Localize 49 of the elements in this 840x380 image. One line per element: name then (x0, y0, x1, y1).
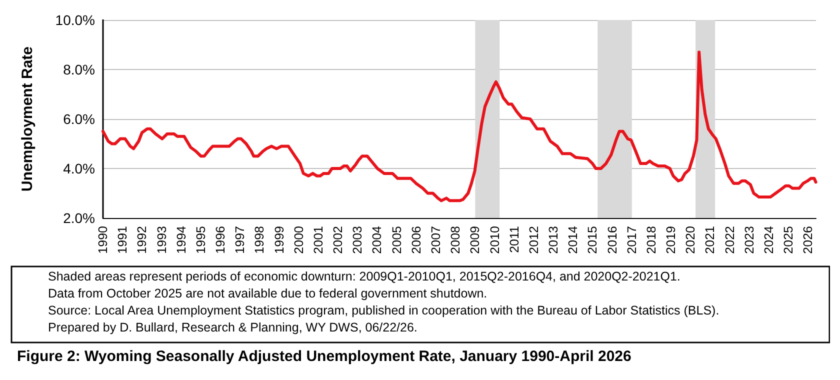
x-tick-label: 2010 (488, 226, 502, 254)
x-tick-label: 1991 (116, 226, 130, 254)
text: Figure 2: Wyoming Seasonally Adjusted Unemployment Rate, January 1990-April 2026 (17, 348, 632, 365)
x-tick-label: 1992 (135, 226, 150, 254)
x-tick-label: 2023 (742, 226, 756, 254)
x-tick-label: 2011 (507, 226, 522, 253)
x-tick-label: 2008 (448, 226, 463, 254)
x-tick-label: 2014 (566, 226, 580, 254)
x-tick-label: 2021 (703, 226, 718, 254)
x-tick-label: 2004 (370, 226, 384, 254)
source-note: Source: Local Area Unemployment Statistics program, published in cooperation with the Bureau of Labor Statistics (BLS). (48, 304, 720, 318)
x-tick-label: 1993 (154, 226, 169, 254)
x-tick-label: 1999 (272, 226, 286, 254)
y-tick-label: 8.0% (63, 62, 95, 78)
x-tick-label: 2013 (546, 226, 561, 254)
x-tick-label: 2015 (586, 226, 600, 254)
text: Data from October 2025 are not available due to federal government shutdown. (48, 286, 488, 300)
x-tick-label: 2026 (801, 226, 816, 254)
x-tick-label: 2025 (782, 226, 796, 254)
x-tick-label: 1996 (214, 226, 228, 254)
x-tick-label: 1995 (194, 226, 208, 254)
x-tick-label: 2000 (292, 226, 306, 254)
y-tick-label: 10.0% (55, 12, 95, 28)
x-tick-label: 2016 (605, 226, 620, 254)
y-tick-label: 6.0% (63, 111, 95, 127)
x-tick-label: 2018 (644, 226, 658, 254)
y-tick-label: 4.0% (63, 160, 95, 176)
x-tick-label: 2005 (390, 226, 404, 254)
y-axis-title: Unemployment Rate (19, 46, 36, 192)
x-tick-label: 2006 (409, 226, 424, 254)
x-tick-label: 2002 (331, 226, 346, 254)
x-tick-label: 2017 (624, 226, 639, 254)
x-tick-label: 1990 (96, 226, 110, 254)
x-tick-label: 1994 (174, 226, 188, 254)
text: Prepared by D. Bullard, Research & Planning, WY DWS, 06/22/26. (48, 320, 418, 334)
x-tick-label: 2012 (526, 226, 541, 254)
x-tick-label: 1998 (252, 226, 267, 254)
x-tick-label: 2020 (684, 226, 698, 254)
x-tick-label: 2019 (664, 226, 678, 254)
x-tick-label: 2003 (350, 226, 365, 254)
x-tick-label: 2022 (722, 226, 737, 254)
x-tick-label: 2009 (468, 226, 482, 254)
y-tick-label: 2.0% (63, 210, 95, 226)
x-tick-label: 2007 (428, 226, 443, 254)
line-series (102, 50, 818, 202)
x-tick-label: 1997 (233, 226, 248, 254)
x-tick-label: 2001 (311, 226, 326, 254)
text: Shaded areas represent periods of economic downturn: 2009Q1-2010Q1, 2015Q2-2016Q4, and 2020Q2-2021Q1. (48, 270, 680, 284)
x-tick-label: 2024 (762, 226, 776, 254)
